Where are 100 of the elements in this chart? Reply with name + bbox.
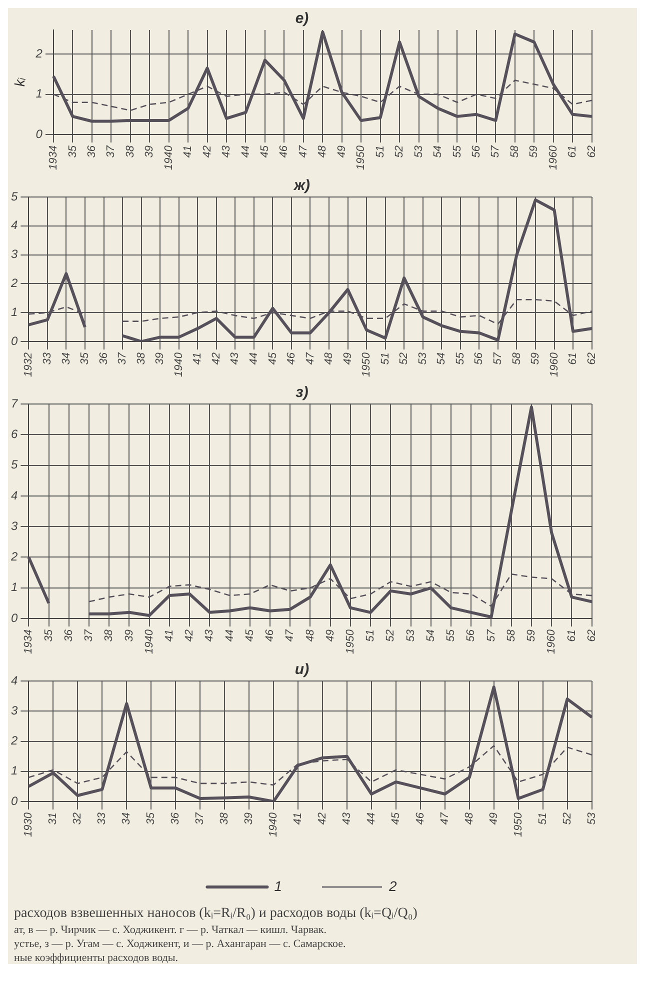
x-tick-label: 43 — [204, 628, 216, 642]
x-tick-label: 56 — [473, 352, 486, 365]
y-tick-label: 1 — [10, 764, 18, 778]
x-tick-label: 39 — [144, 146, 156, 158]
legend-label: 1 — [274, 878, 282, 894]
x-tick-label: 62 — [586, 352, 598, 365]
x-tick-label: 53 — [416, 352, 429, 365]
text: устье, з — р. Угам — с. Ходжикент, и — р. Ахангаран — с. Самарское. — [14, 938, 347, 950]
x-tick-label: 51 — [374, 146, 386, 158]
x-tick-label: 1950 — [355, 144, 368, 170]
x-tick-label: 35 — [145, 812, 158, 825]
y-tick-label: 4 — [10, 488, 18, 502]
y-tick-label: 1 — [36, 86, 42, 101]
x-tick-label: 1950 — [344, 628, 357, 654]
x-tick-label: 53 — [412, 144, 425, 158]
x-tick-label: 61 — [566, 630, 578, 642]
chart-title: и) — [294, 661, 310, 678]
x-tick-label: 46 — [414, 812, 426, 825]
x-tick-label: 37 — [194, 812, 206, 825]
x-tick-label: 49 — [342, 352, 354, 365]
x-tick-label: 53 — [404, 628, 417, 642]
x-tick-label: 57 — [485, 628, 498, 642]
x-tick-label: 35 — [42, 628, 55, 642]
x-tick-label: 54 — [424, 630, 437, 642]
x-tick-label: 1950 — [512, 812, 524, 838]
text: ные коэффициенты расходов воды. — [14, 952, 180, 964]
x-tick-label: 37 — [105, 144, 118, 158]
x-tick-label: 49 — [488, 812, 500, 825]
x-tick-label: 38 — [103, 628, 116, 642]
x-tick-label: 43 — [341, 812, 354, 825]
x-tick-label: 45 — [390, 812, 402, 825]
chart-title: з) — [296, 384, 308, 402]
x-tick-label: 57 — [490, 144, 502, 158]
x-tick-label: 46 — [264, 628, 276, 642]
x-tick-label: 56 — [465, 628, 478, 642]
y-tick-label: 3 — [10, 518, 18, 533]
text: расходов взвешенных наносов (kᵢ=Rᵢ/R₀) и расходов воды (kᵢ=Qᵢ/Q₀) — [14, 906, 418, 922]
x-tick-label: 33 — [42, 352, 54, 365]
x-tick-label: 61 — [566, 146, 579, 158]
x-tick-label: 51 — [536, 812, 549, 825]
chart-title: ж) — [292, 177, 310, 194]
x-tick-label: 55 — [451, 144, 464, 158]
chart-title: е) — [295, 10, 309, 28]
x-tick-label: 59 — [526, 630, 538, 642]
x-tick-label: 62 — [586, 146, 598, 158]
x-tick-label: 48 — [316, 144, 329, 158]
x-tick-label: 1940 — [268, 812, 280, 838]
y-tick-label: 2 — [10, 276, 18, 290]
y-tick-label: 3 — [10, 247, 18, 262]
x-tick-label: 53 — [586, 812, 598, 825]
x-tick-label: 47 — [284, 628, 296, 642]
x-tick-label: 56 — [470, 144, 483, 158]
x-tick-label: 58 — [505, 628, 518, 642]
x-tick-label: 42 — [184, 630, 196, 642]
x-tick-label: 31 — [47, 812, 60, 825]
y-tick-label: 0 — [10, 334, 18, 348]
x-tick-label: 1960 — [548, 352, 560, 378]
x-tick-label: 43 — [220, 144, 233, 158]
y-tick-label: 0 — [10, 610, 18, 625]
x-tick-label: 46 — [286, 352, 298, 365]
x-tick-label: 42 — [210, 352, 222, 365]
x-tick-label: 48 — [323, 352, 336, 365]
x-tick-label: 39 — [123, 630, 136, 642]
x-tick-label: 54 — [436, 352, 448, 365]
y-tick-label: 0 — [10, 794, 18, 808]
x-tick-label: 1940 — [143, 628, 156, 654]
x-tick-label: 36 — [62, 628, 75, 642]
x-tick-label: 51 — [379, 352, 392, 365]
x-tick-label: 62 — [586, 630, 598, 642]
x-tick-label: 58 — [510, 352, 523, 365]
x-tick-label: 1934 — [22, 630, 35, 654]
x-tick-label: 35 — [79, 352, 92, 365]
x-tick-label: 38 — [124, 144, 136, 158]
x-tick-label: 1932 — [22, 352, 35, 378]
x-tick-label: 52 — [394, 146, 406, 158]
text: ат, в — р. Чирчик — с. Ходжикент. г — р. Чаткал — кишл. Чарвак. — [14, 924, 328, 936]
x-tick-label: 44 — [248, 352, 260, 365]
y-axis-title: kᵢ — [11, 78, 28, 87]
x-tick-label: 54 — [432, 146, 444, 158]
x-tick-label: 42 — [316, 812, 329, 825]
x-tick-label: 45 — [266, 352, 279, 365]
x-tick-label: 1934 — [48, 146, 60, 170]
legend-label: 2 — [388, 878, 397, 894]
x-tick-label: 45 — [259, 144, 272, 158]
x-tick-label: 43 — [229, 352, 242, 365]
y-tick-label: 6 — [10, 426, 18, 441]
x-tick-label: 55 — [445, 628, 458, 642]
x-tick-label: 47 — [297, 144, 310, 158]
x-tick-label: 37 — [116, 352, 129, 365]
x-tick-label: 1940 — [172, 352, 185, 378]
x-tick-label: 48 — [304, 628, 316, 642]
x-tick-label: 39 — [243, 812, 256, 825]
x-tick-label: 38 — [135, 352, 148, 365]
x-tick-label: 59 — [530, 352, 542, 365]
x-tick-label: 49 — [324, 630, 336, 642]
x-tick-label: 57 — [492, 352, 504, 365]
y-tick-label: 4 — [10, 218, 18, 232]
x-tick-label: 52 — [561, 812, 574, 825]
x-tick-label: 33 — [96, 812, 108, 825]
x-tick-label: 34 — [120, 812, 133, 825]
